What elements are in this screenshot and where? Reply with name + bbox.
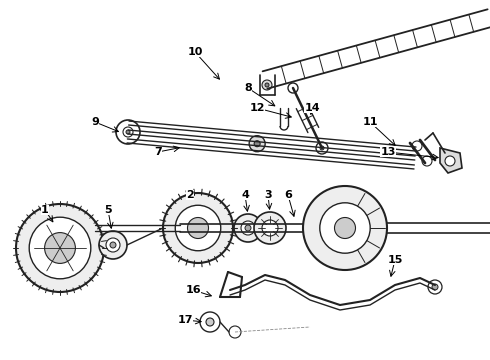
Circle shape (320, 146, 324, 150)
Circle shape (288, 83, 298, 93)
Circle shape (200, 312, 220, 332)
Text: 8: 8 (244, 83, 252, 93)
Circle shape (163, 193, 233, 263)
Circle shape (254, 141, 260, 147)
Text: 17: 17 (177, 315, 193, 325)
Text: 15: 15 (387, 255, 403, 265)
Circle shape (303, 186, 387, 270)
Text: 12: 12 (249, 103, 265, 113)
Circle shape (234, 214, 262, 242)
Circle shape (106, 238, 120, 252)
Text: 1: 1 (41, 205, 49, 215)
Circle shape (99, 231, 127, 259)
Text: 11: 11 (362, 117, 378, 127)
Circle shape (16, 204, 104, 292)
Circle shape (249, 136, 265, 152)
Circle shape (262, 220, 278, 236)
Circle shape (245, 225, 251, 231)
Circle shape (126, 130, 130, 134)
Circle shape (229, 326, 241, 338)
Text: 4: 4 (241, 190, 249, 200)
Circle shape (29, 217, 91, 279)
Text: 14: 14 (304, 103, 320, 113)
Text: 13: 13 (380, 147, 396, 157)
Circle shape (116, 120, 140, 144)
Circle shape (428, 280, 442, 294)
Circle shape (262, 80, 272, 90)
Text: 6: 6 (284, 190, 292, 200)
Circle shape (175, 205, 221, 251)
Circle shape (110, 242, 116, 248)
Circle shape (432, 284, 438, 290)
Circle shape (45, 233, 75, 264)
Circle shape (123, 127, 133, 137)
Circle shape (254, 212, 286, 244)
Circle shape (265, 83, 269, 87)
Text: 10: 10 (187, 47, 203, 57)
Circle shape (422, 156, 432, 166)
Text: 7: 7 (154, 147, 162, 157)
Polygon shape (440, 148, 462, 173)
Text: 3: 3 (264, 190, 272, 200)
Circle shape (335, 217, 356, 239)
Text: 2: 2 (186, 190, 194, 200)
Text: 5: 5 (104, 205, 112, 215)
Circle shape (206, 318, 214, 326)
Circle shape (241, 221, 255, 235)
Text: 16: 16 (185, 285, 201, 295)
Circle shape (316, 142, 328, 154)
Circle shape (320, 203, 370, 253)
Text: 9: 9 (91, 117, 99, 127)
Circle shape (412, 141, 422, 151)
Circle shape (445, 156, 455, 166)
Circle shape (188, 217, 209, 239)
